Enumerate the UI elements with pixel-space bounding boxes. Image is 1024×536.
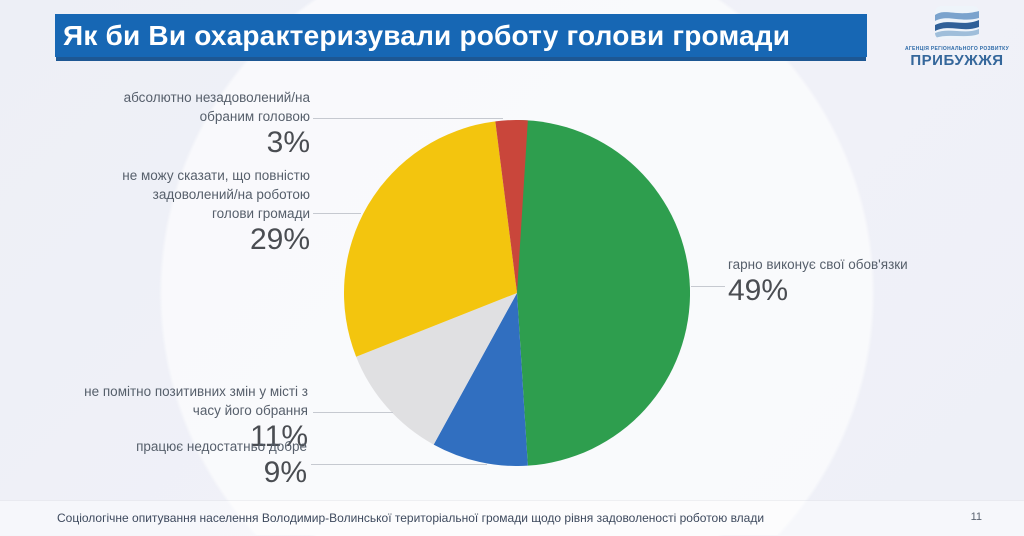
pie-slice-performs-well xyxy=(517,120,691,466)
callout-label-line: задоволений/на роботою xyxy=(152,187,310,202)
callout-label-line: голови громади xyxy=(212,206,310,221)
callout-value: 9% xyxy=(263,456,307,489)
callout-label-line: працює недостатньо добре xyxy=(136,439,307,454)
callout-label-line: обраним головою xyxy=(199,109,310,124)
footer-bar xyxy=(0,500,1024,536)
agency-logo: АГЕНЦІЯ РЕГІОНАЛЬНОГО РОЗВИТКУ ПРИБУЖЖЯ xyxy=(893,6,1021,69)
callout-value: 3% xyxy=(266,126,310,159)
callout-absolutely-dissatisfied: абсолютно незадоволений/на обраним голов… xyxy=(50,88,310,160)
callout-not-fully-satisfied: не можу сказати, що повністю задоволений… xyxy=(50,166,310,257)
pie-chart xyxy=(343,119,691,467)
callout-label-line: не помітно позитивних змін у місті з xyxy=(84,384,308,399)
page-number: 11 xyxy=(970,511,982,523)
leader-line-absolutely-dissatisfied xyxy=(313,118,503,119)
leader-line-not-fully-satisfied xyxy=(313,213,361,214)
leader-line-no-positive-changes xyxy=(313,412,393,413)
pie-slice-absolutely-dissatisfied xyxy=(495,119,528,293)
logo-org-line: АГЕНЦІЯ РЕГІОНАЛЬНОГО РОЗВИТКУ xyxy=(905,46,1009,52)
callout-label-line: не можу сказати, що повністю xyxy=(122,168,310,183)
title-banner: Як би Ви охарактеризували роботу голови … xyxy=(55,14,867,57)
slide-title: Як би Ви охарактеризували роботу голови … xyxy=(63,19,791,51)
callout-works-not-well-enough: працює недостатньо добре 9% xyxy=(47,437,307,490)
callout-value: 11% xyxy=(250,420,308,453)
leader-line-works-not-well-enough xyxy=(311,464,487,465)
pie-svg xyxy=(343,119,691,467)
footer-source-text: Соціологічне опитування населення Володи… xyxy=(57,511,765,525)
callout-value: 29% xyxy=(249,223,310,256)
pie-slice-no-positive-changes xyxy=(356,293,517,445)
callout-value: 49% xyxy=(728,274,789,307)
callout-label-line: часу його обрання xyxy=(192,403,308,418)
waves-icon xyxy=(893,6,1021,44)
callout-label-line: абсолютно незадоволений/на xyxy=(123,90,310,105)
logo-org-name: ПРИБУЖЖЯ xyxy=(910,52,1004,69)
callout-no-positive-changes: не помітно позитивних змін у місті з час… xyxy=(28,382,308,454)
pie-slice-not-fully-satisfied xyxy=(343,121,517,357)
leader-line-performs-well xyxy=(691,286,725,287)
callout-performs-well: гарно виконує свої обов'язки 49% xyxy=(728,255,988,308)
pie-slice-works-not-well-enough xyxy=(433,293,528,467)
callout-label-line: гарно виконує свої обов'язки xyxy=(728,257,908,272)
